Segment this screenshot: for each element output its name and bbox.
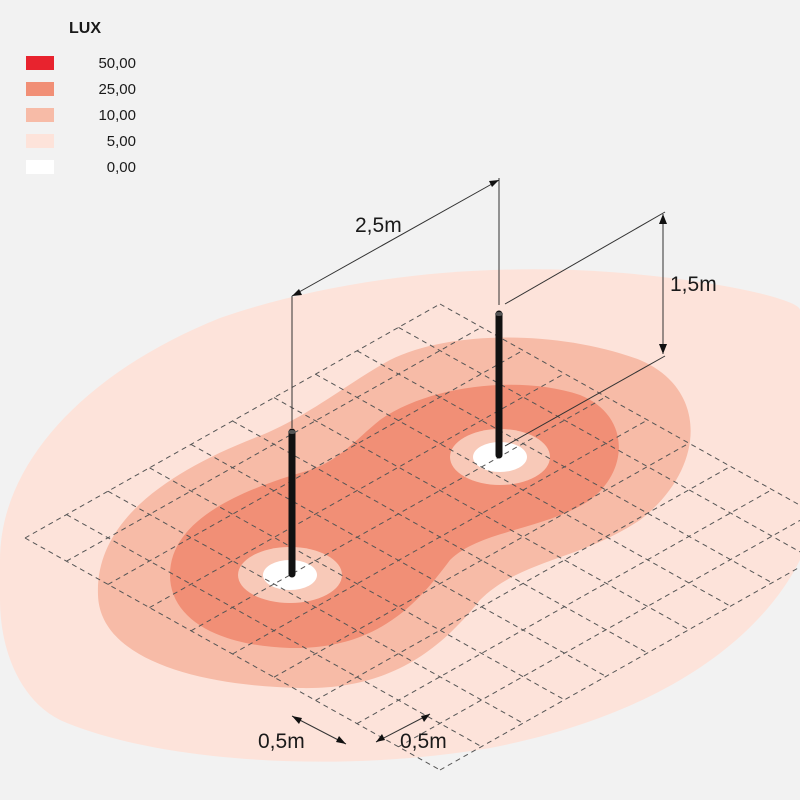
legend-swatch <box>26 56 54 70</box>
pole-spacing-dimension <box>291 178 500 428</box>
grid-line <box>398 519 800 748</box>
grid-line <box>273 397 690 631</box>
grid-line <box>398 326 800 553</box>
grid-line <box>439 303 800 506</box>
legend-item: 0,00 <box>26 154 136 180</box>
pole-1 <box>288 428 296 578</box>
grid-right-label: 0,5m <box>400 730 447 753</box>
grid-line <box>356 489 773 725</box>
grid-left-label: 0,5m <box>258 730 305 753</box>
grid-line <box>107 490 524 724</box>
grid-line <box>149 467 565 701</box>
legend-label: 50,00 <box>98 54 136 72</box>
grid-right-dimension <box>375 713 431 743</box>
grid-line <box>315 465 731 701</box>
pole-height-label: 1,5m <box>670 273 717 296</box>
legend-item: 25,00 <box>26 76 136 102</box>
legend-swatch <box>26 108 54 122</box>
grid-line <box>232 419 648 655</box>
grid-line <box>190 396 607 632</box>
grid-line <box>149 373 565 609</box>
legend-item: 10,00 <box>26 102 136 128</box>
legend-label: 5,00 <box>106 132 136 150</box>
pole-spacing-label: 2,5m <box>355 214 402 237</box>
grid-line <box>24 303 441 539</box>
grid-left-dimension <box>291 715 347 745</box>
grid-line <box>273 442 690 678</box>
legend-item: 5,00 <box>26 128 136 154</box>
pole-2 <box>495 310 503 459</box>
grid-line <box>439 566 800 771</box>
legend: LUX 50,00 25,00 10,00 5,00 0,00 <box>26 20 136 180</box>
legend-title: LUX <box>69 20 101 37</box>
legend-swatch <box>26 160 54 174</box>
legend-item: 50,00 <box>26 50 136 76</box>
legend-swatch <box>26 82 54 96</box>
legend-swatch <box>26 134 54 148</box>
legend-label: 10,00 <box>98 106 136 124</box>
pole-height-dimension <box>504 211 667 447</box>
legend-label: 25,00 <box>98 80 136 98</box>
legend-label: 0,00 <box>106 158 136 176</box>
grid-line <box>107 349 524 585</box>
ground-grid <box>24 303 800 771</box>
grid-line <box>66 326 482 562</box>
